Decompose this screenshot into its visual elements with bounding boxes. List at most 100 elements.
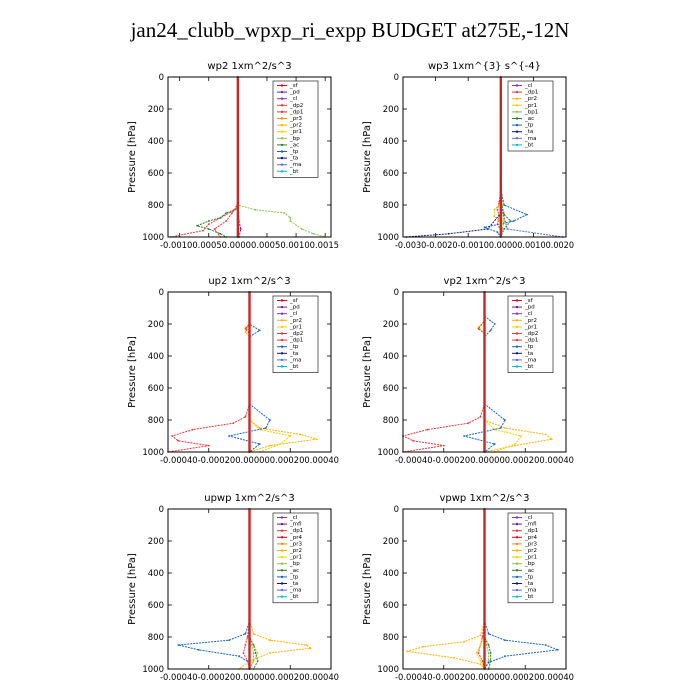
legend-entry: _tp bbox=[524, 574, 534, 580]
legend-entry: _tp bbox=[524, 344, 534, 350]
series-point bbox=[177, 644, 180, 646]
legend-marker bbox=[280, 110, 284, 114]
legend-entry: _ta bbox=[289, 351, 298, 357]
series-point bbox=[487, 644, 490, 646]
series-point bbox=[244, 331, 247, 333]
series-point bbox=[544, 433, 547, 436]
series-point bbox=[312, 232, 315, 235]
legend-entry: _bp bbox=[524, 561, 535, 567]
legend-marker bbox=[280, 312, 284, 315]
chart-panel-upwp: upwp 1xm^2/s^3 Pressure [hPa] 0 200 400 600 80… bbox=[120, 487, 350, 697]
legend-marker bbox=[280, 555, 284, 559]
legend-marker bbox=[515, 84, 519, 87]
legend-marker bbox=[280, 84, 284, 87]
chart-panel-vp2: vp2 1xm^2/s^3 Pressure [hPa] 0 200 400 600 800… bbox=[355, 270, 585, 480]
series-point bbox=[219, 216, 222, 219]
series-point bbox=[250, 644, 253, 646]
series-point bbox=[264, 427, 267, 429]
series-point bbox=[422, 645, 425, 648]
y-tick-label: 200 bbox=[148, 105, 164, 115]
series-point bbox=[503, 204, 505, 206]
chart-title: wp2 1xm^2/s^3 bbox=[207, 61, 291, 72]
legend-marker bbox=[515, 569, 519, 572]
legend-entry: _pr2 bbox=[289, 548, 302, 554]
series-point bbox=[489, 652, 492, 654]
series-point bbox=[219, 232, 222, 235]
series-point bbox=[252, 652, 255, 654]
series-point bbox=[520, 435, 523, 437]
legend-entry: _dp1 bbox=[289, 338, 303, 344]
series-point bbox=[258, 329, 261, 332]
series-point bbox=[514, 444, 516, 447]
y-tick-label: 200 bbox=[383, 320, 399, 330]
legend-marker bbox=[280, 325, 284, 329]
series-point bbox=[269, 652, 271, 654]
legend-marker bbox=[515, 345, 519, 348]
legend-entry: _ma bbox=[524, 136, 536, 142]
legend-entry: _pd bbox=[289, 305, 300, 311]
legend-marker bbox=[280, 365, 284, 368]
y-tick-label: 600 bbox=[148, 384, 164, 394]
series-point bbox=[493, 215, 496, 218]
legend-marker bbox=[280, 130, 284, 133]
y-tick-label: 1000 bbox=[377, 233, 399, 243]
series-point bbox=[207, 220, 210, 222]
series-point bbox=[238, 655, 241, 658]
y-tick-label: 400 bbox=[148, 569, 164, 579]
legend-marker bbox=[515, 305, 519, 309]
legend-entry: _mfl bbox=[289, 522, 302, 528]
legend-entry: _pr1 bbox=[524, 324, 537, 330]
legend-marker bbox=[280, 117, 284, 120]
series-point bbox=[512, 220, 515, 222]
y-tick-label: 600 bbox=[383, 384, 399, 394]
legend-entry: _bt bbox=[524, 594, 534, 600]
plot-frame bbox=[402, 291, 567, 453]
series-point bbox=[499, 427, 502, 429]
series-point bbox=[496, 208, 499, 211]
legend-marker bbox=[515, 123, 519, 127]
legend-entry: _bt bbox=[524, 364, 534, 370]
y-tick-label: 0 bbox=[394, 505, 399, 515]
legend-marker bbox=[280, 536, 284, 539]
series-point bbox=[489, 329, 492, 332]
series-point bbox=[406, 650, 408, 653]
legend-marker bbox=[515, 104, 519, 107]
legend-entry: _ta bbox=[289, 156, 298, 162]
legend-entry: _ma bbox=[524, 357, 536, 363]
series-point bbox=[197, 648, 200, 651]
series-point bbox=[171, 435, 173, 437]
series-point bbox=[207, 223, 210, 226]
series-point bbox=[504, 639, 506, 642]
legend-marker bbox=[515, 338, 519, 342]
series-point bbox=[447, 232, 450, 235]
legend-marker bbox=[515, 319, 519, 322]
legend-entry: _bp bbox=[289, 561, 300, 567]
legend-entry: _pr2 bbox=[524, 318, 537, 324]
series-point bbox=[487, 652, 490, 654]
legend-entry: _dp1 bbox=[524, 528, 538, 534]
chart-vpwp: vpwp 1xm^2/s^3 Pressure [hPa] 0 200 400 600 80… bbox=[362, 493, 574, 683]
y-tick-label: 1000 bbox=[377, 448, 399, 458]
series-point bbox=[483, 226, 486, 229]
series-point bbox=[493, 443, 496, 445]
legend-marker bbox=[280, 163, 284, 166]
series-point bbox=[289, 220, 292, 222]
legend-entry: _bt bbox=[289, 169, 299, 175]
series-line bbox=[406, 77, 502, 238]
chart-title: upwp 1xm^2/s^3 bbox=[204, 493, 294, 504]
y-tick-label: 400 bbox=[383, 352, 399, 362]
x-tick-labels: -0.0030-0.0020-0.00100.00000.00100.0020 bbox=[395, 241, 574, 251]
chart-wp2: wp2 1xm^2/s^3 Pressure [hPa] 0 200 400 600 800… bbox=[127, 61, 339, 251]
series-point bbox=[504, 427, 506, 429]
legend-marker bbox=[515, 549, 519, 552]
series-point bbox=[244, 327, 247, 330]
legend-entry: _ac bbox=[289, 568, 299, 574]
legend-marker bbox=[515, 325, 519, 329]
legend-entry: _cl bbox=[289, 515, 298, 521]
series-point bbox=[177, 439, 180, 442]
series-point bbox=[232, 422, 235, 425]
chart-title: vp2 1xm^2/s^3 bbox=[444, 276, 526, 287]
series-point bbox=[412, 439, 415, 442]
series-point bbox=[301, 228, 303, 230]
legend-entry: _ac bbox=[524, 568, 534, 574]
